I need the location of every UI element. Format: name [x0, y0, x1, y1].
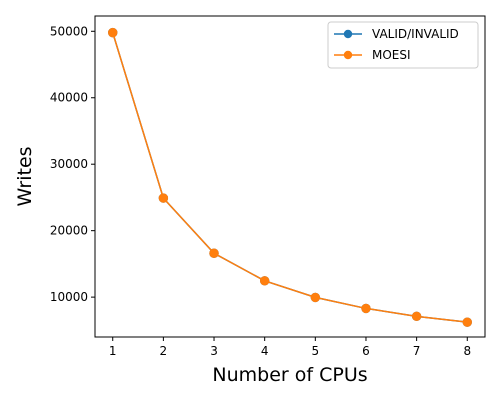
legend-marker [343, 50, 353, 60]
legend: VALID/INVALID MOESI [327, 21, 479, 69]
x-tick-label: 4 [261, 344, 269, 358]
series-line [112, 32, 468, 323]
legend-marker [343, 29, 353, 39]
data-point [108, 27, 118, 38]
y-tick-label: 20000 [50, 224, 88, 238]
data-point [158, 193, 169, 203]
y-tick-label: 10000 [50, 290, 88, 304]
data-point [411, 311, 422, 322]
y-tick-label: 30000 [50, 157, 88, 171]
y-axis-title: Writes [14, 146, 36, 206]
legend-box [327, 21, 479, 69]
plot-area [108, 27, 472, 327]
axes: 1 2 3 4 5 6 7 8 10000 20000 30000 40000 50000 [50, 24, 471, 358]
x-tick-label: 2 [160, 344, 168, 358]
data-point [209, 248, 219, 258]
data-point [310, 292, 321, 303]
x-tick-label: 1 [109, 344, 117, 358]
x-tick-label: 3 [210, 344, 218, 358]
x-tick-label: 7 [413, 344, 421, 358]
x-tick-label: 8 [463, 344, 471, 358]
data-point [259, 276, 270, 286]
x-axis-title: Number of CPUs [212, 364, 367, 386]
series-1 [108, 27, 472, 327]
data-point [462, 317, 472, 327]
x-tick-label: 5 [312, 344, 320, 358]
y-tick-label: 50000 [50, 24, 88, 38]
data-point [361, 303, 371, 314]
plot-frame [94, 15, 486, 338]
y-tick-label: 40000 [50, 91, 88, 105]
legend-label: MOESI [372, 48, 411, 62]
legend-label: VALID/INVALID [372, 27, 459, 41]
x-tick-label: 6 [362, 344, 370, 358]
